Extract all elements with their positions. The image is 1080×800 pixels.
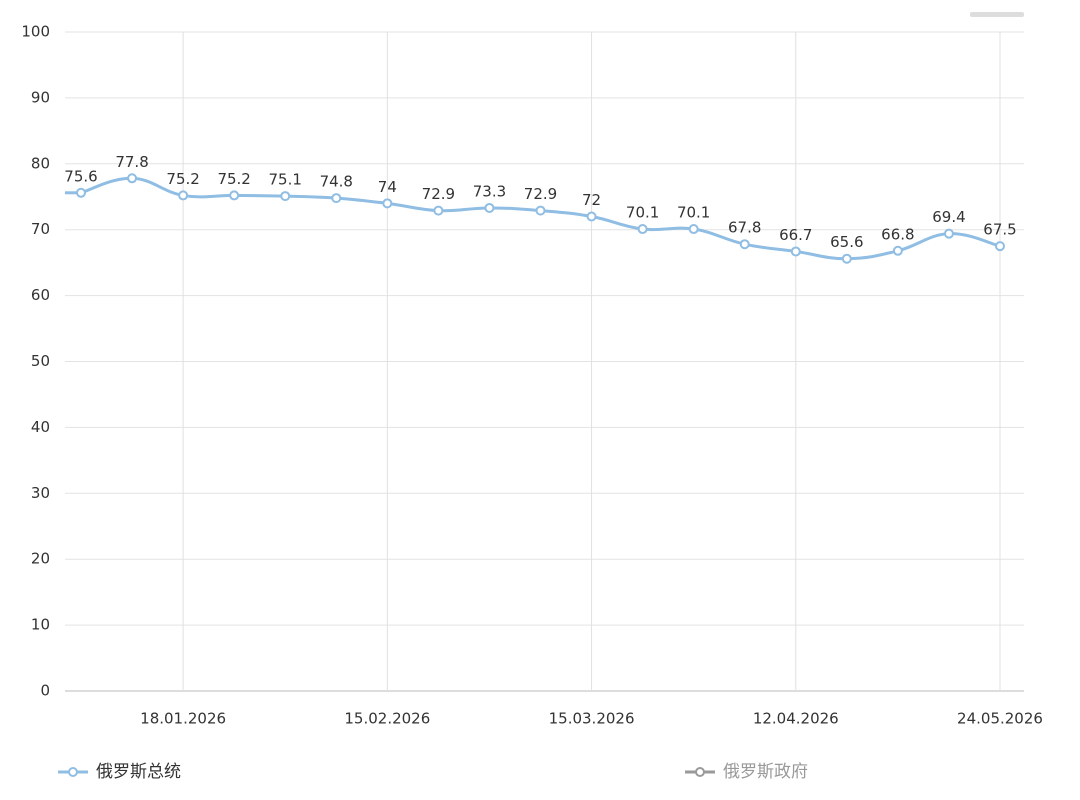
x-tick-label: 15.02.2026 [344, 710, 430, 728]
point [382, 198, 393, 209]
data-label: 74 [378, 178, 397, 196]
x-tick-label: 18.01.2026 [140, 710, 226, 728]
data-label: 74.8 [320, 173, 353, 191]
y-tick-label: 90 [31, 88, 50, 106]
data-label: 70.1 [626, 204, 659, 222]
legend-item[interactable]: 俄罗斯政府 [685, 762, 808, 782]
point [688, 224, 699, 235]
data-label: 75.1 [269, 171, 302, 189]
point [892, 245, 903, 256]
y-tick-label: 60 [31, 286, 50, 304]
legend-label: 俄罗斯总统 [96, 762, 181, 782]
point [178, 190, 189, 201]
x-tick-label: 12.04.2026 [753, 710, 839, 728]
legend-marker [68, 767, 78, 777]
data-label: 67.5 [983, 221, 1016, 239]
data-label: 75.6 [64, 167, 97, 185]
toolbar [970, 12, 1024, 17]
legend-label: 俄罗斯政府 [723, 762, 808, 782]
point [433, 205, 444, 216]
point [229, 190, 240, 201]
point [535, 205, 546, 216]
y-tick-label: 80 [31, 154, 50, 172]
y-tick-label: 30 [31, 484, 50, 502]
y-tick-label: 40 [31, 418, 50, 436]
data-label: 72.9 [422, 185, 455, 203]
legend-marker [695, 767, 705, 777]
data-label: 66.8 [881, 225, 914, 243]
point [637, 224, 648, 235]
y-tick-label: 10 [31, 616, 50, 634]
y-tick-label: 20 [31, 550, 50, 568]
point [280, 191, 291, 202]
data-label: 70.1 [677, 204, 710, 222]
y-tick-label: 100 [21, 23, 50, 41]
point [995, 241, 1005, 252]
y-tick-label: 70 [31, 220, 50, 238]
data-label: 69.4 [932, 208, 965, 226]
data-label: 73.3 [473, 182, 506, 200]
data-label: 65.6 [830, 233, 863, 251]
point [943, 228, 954, 239]
data-label: 66.7 [779, 226, 812, 244]
x-tick-label: 15.03.2026 [549, 710, 635, 728]
point [841, 253, 852, 264]
point [331, 193, 342, 204]
x-tick-label: 24.05.2026 [957, 710, 1043, 728]
data-label: 67.8 [728, 219, 761, 237]
data-label: 77.8 [115, 153, 148, 171]
data-label: 75.2 [166, 170, 199, 188]
point [127, 173, 138, 184]
point [739, 239, 750, 250]
point [790, 246, 801, 257]
legend-item[interactable]: 俄罗斯总统 [58, 762, 181, 782]
data-label: 72.9 [524, 185, 557, 203]
data-label: 72 [582, 191, 601, 209]
y-tick-label: 50 [31, 352, 50, 370]
point [484, 202, 495, 213]
point [76, 187, 86, 198]
point [586, 211, 597, 222]
data-label: 75.2 [217, 170, 250, 188]
y-tick-label: 0 [40, 682, 50, 700]
